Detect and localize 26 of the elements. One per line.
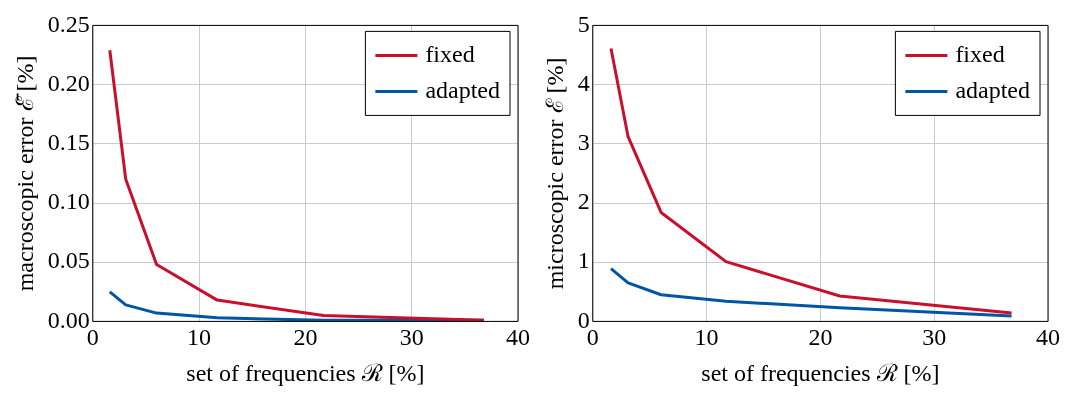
x-tick-label: 30: [399, 324, 424, 351]
x-tick-label: 20: [293, 324, 318, 351]
y-tick-label: 5: [577, 10, 590, 37]
legend-label: fixed: [425, 40, 475, 67]
x-tick-label: 40: [1036, 324, 1060, 351]
legend-label: fixed: [955, 40, 1005, 67]
legend-label: adapted: [425, 76, 500, 103]
x-tick-label: 40: [506, 324, 530, 351]
y-tick-label: 1: [577, 247, 590, 274]
y-tick-label: 0.05: [47, 247, 90, 274]
y-tick-label: 0.20: [47, 69, 90, 96]
y-axis-title: microscopic error ℰ [%]: [541, 57, 568, 290]
x-axis-title: set of frequencies ℛ [%]: [701, 359, 940, 386]
x-tick-label: 10: [694, 324, 719, 351]
y-tick-label: 0.10: [47, 188, 90, 215]
x-tick-label: 20: [808, 324, 833, 351]
y-tick-label: 0.15: [47, 129, 90, 156]
y-axis-title: macroscopic error ℰ̄ [%]: [11, 55, 38, 292]
x-tick-label: 30: [922, 324, 947, 351]
x-axis-title: set of frequencies ℛ [%]: [186, 359, 425, 386]
y-tick-label: 2: [577, 188, 590, 215]
y-tick-label: 4: [577, 69, 590, 96]
y-tick-label: 3: [577, 129, 590, 156]
legend-label: adapted: [955, 76, 1030, 103]
x-tick-label: 10: [187, 324, 212, 351]
y-tick-label: 0.25: [47, 10, 90, 37]
